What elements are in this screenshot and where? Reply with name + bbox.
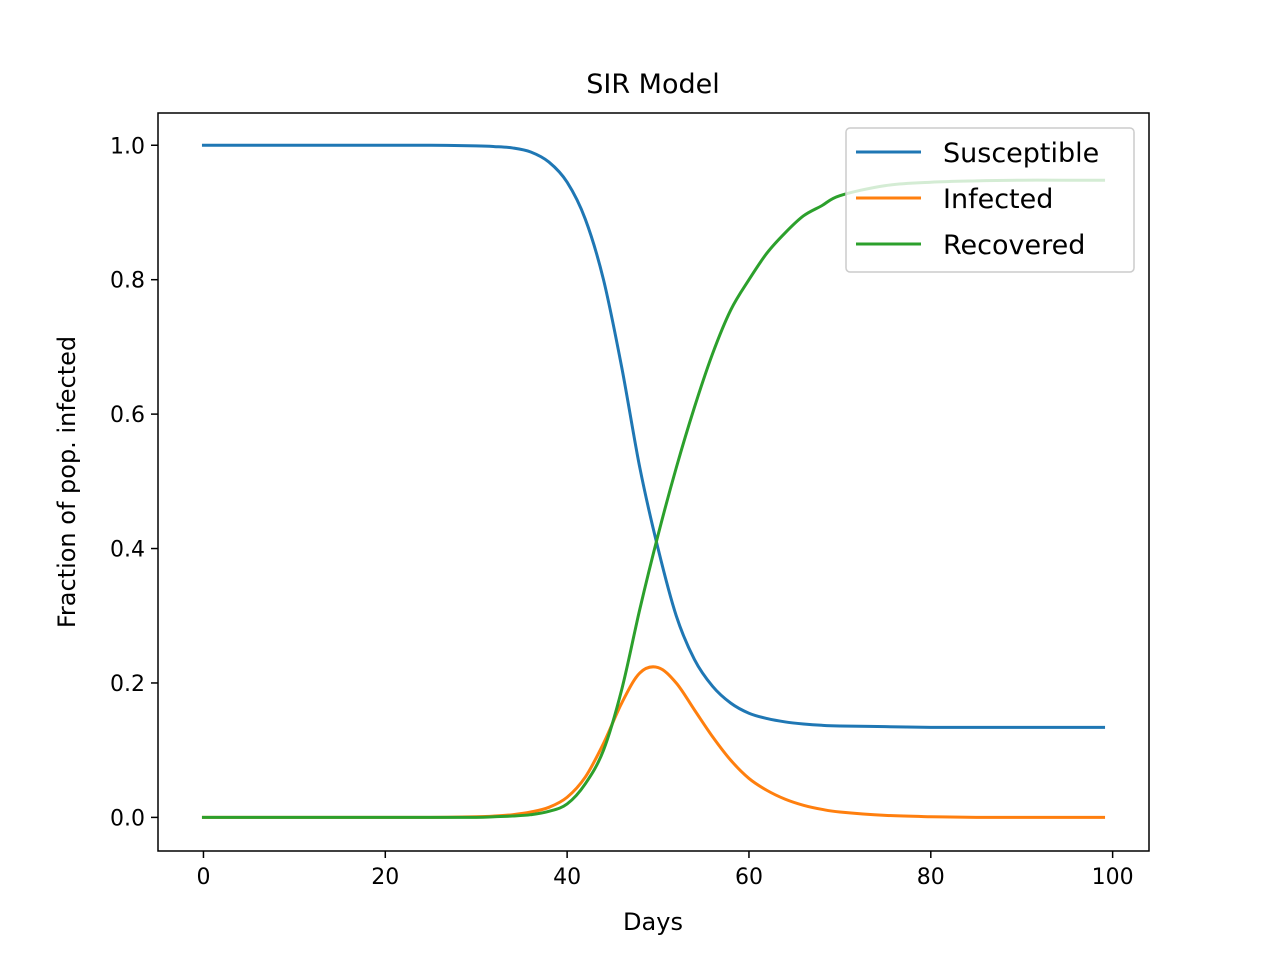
x-axis-label: Days: [623, 908, 683, 936]
y-tick-label: 0.8: [110, 269, 145, 294]
x-tick-label: 80: [917, 865, 945, 890]
x-tick-label: 100: [1092, 865, 1134, 890]
legend: Susceptible Infected Recovered: [845, 127, 1135, 273]
plot-frame: [157, 112, 1150, 852]
x-axis-ticks: 0 20 40 60 80 100: [196, 851, 1134, 890]
y-axis-label: Fraction of pop. infected: [53, 336, 81, 628]
legend-label-recovered: Recovered: [943, 230, 1085, 261]
x-tick-label: 0: [196, 865, 210, 890]
chart-title: SIR Model: [586, 69, 720, 100]
x-tick-label: 60: [735, 865, 763, 890]
y-tick-label: 0.2: [110, 672, 145, 697]
y-tick-label: 0.0: [110, 806, 145, 831]
legend-label-susceptible: Susceptible: [943, 138, 1099, 169]
y-axis-ticks: 0.0 0.2 0.4 0.6 0.8 1.0: [110, 134, 158, 831]
y-tick-label: 0.4: [110, 538, 145, 563]
legend-label-infected: Infected: [943, 184, 1053, 215]
y-tick-label: 0.6: [110, 403, 145, 428]
x-tick-label: 40: [553, 865, 581, 890]
series-line-susceptible: [201, 143, 1106, 729]
legend-box: [845, 127, 1135, 273]
y-tick-label: 1.0: [110, 134, 145, 159]
x-tick-label: 20: [371, 865, 399, 890]
